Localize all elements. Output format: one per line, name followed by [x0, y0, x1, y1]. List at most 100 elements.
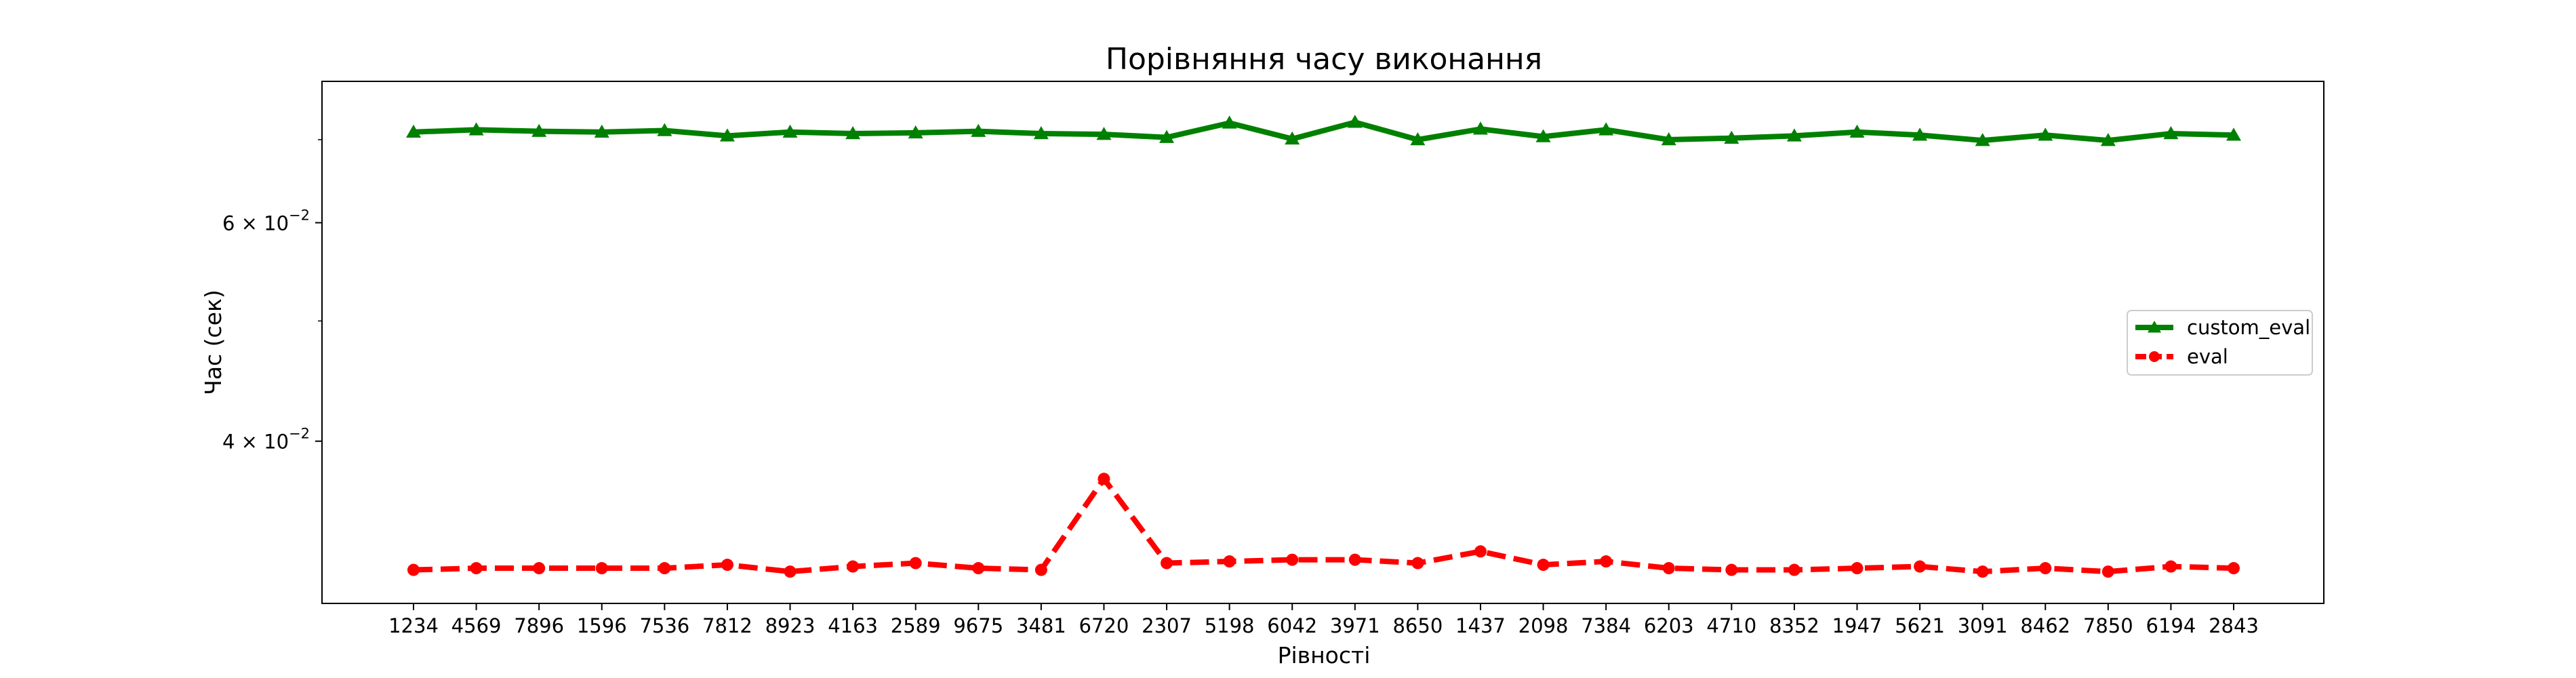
- x-tick-label-28: 6194: [2146, 614, 2196, 637]
- series-line-eval: [413, 476, 2234, 575]
- point-eval-14: [1286, 553, 1299, 566]
- legend-entry-custom_eval: custom_eval: [2135, 316, 2310, 339]
- legend-label-custom_eval: custom_eval: [2187, 316, 2310, 339]
- point-eval-29: [2228, 562, 2240, 575]
- point-custom_eval-25: [1975, 133, 1990, 146]
- x-tick-label-6: 8923: [765, 614, 816, 637]
- point-eval-6: [784, 565, 797, 578]
- legend-label-eval: eval: [2187, 345, 2228, 368]
- legend-marker-custom_eval: [2148, 321, 2161, 333]
- point-custom_eval-28: [2163, 125, 2179, 140]
- x-tick-label-13: 5198: [1205, 614, 1255, 637]
- x-tick-label-15: 3971: [1330, 614, 1380, 637]
- point-custom_eval-9: [971, 123, 986, 137]
- point-eval-1: [470, 562, 483, 575]
- point-custom_eval-26: [2038, 127, 2053, 141]
- point-custom_eval-19: [1598, 122, 1614, 136]
- legend-frame: [2127, 310, 2313, 376]
- legend-marker-eval: [2149, 351, 2160, 362]
- point-eval-7: [847, 560, 860, 573]
- legend-entry-eval: eval: [2135, 345, 2228, 368]
- series-layer: [406, 115, 2241, 578]
- x-tick-label-19: 7384: [1581, 614, 1631, 637]
- x-tick-label-26: 8462: [2020, 614, 2070, 637]
- x-axis-label: Рівності: [1278, 642, 1371, 669]
- point-eval-0: [407, 563, 420, 576]
- point-eval-20: [1662, 562, 1675, 575]
- point-custom_eval-2: [531, 123, 547, 137]
- plot-area: [321, 81, 2325, 604]
- point-eval-19: [1600, 555, 1613, 568]
- point-custom_eval-13: [1222, 115, 1237, 129]
- point-custom_eval-0: [406, 124, 421, 138]
- series-eval: [407, 473, 2240, 578]
- x-tick-label-3: 1596: [577, 614, 627, 637]
- x-tick-label-7: 4163: [828, 614, 878, 637]
- x-tick-label-10: 3481: [1016, 614, 1066, 637]
- point-custom_eval-22: [1786, 128, 1802, 142]
- point-custom_eval-1: [468, 122, 484, 136]
- series-custom_eval: [406, 115, 2241, 146]
- point-custom_eval-17: [1472, 121, 1488, 135]
- point-eval-2: [533, 562, 546, 575]
- x-tick-label-24: 5621: [1895, 614, 1945, 637]
- point-eval-16: [1411, 557, 1424, 570]
- point-custom_eval-24: [1912, 127, 1928, 141]
- x-tick-label-21: 4710: [1706, 614, 1756, 637]
- point-eval-12: [1161, 557, 1173, 570]
- x-tick-label-8: 2589: [891, 614, 941, 637]
- point-eval-25: [1976, 565, 1989, 578]
- x-tick-label-25: 3091: [1958, 614, 2008, 637]
- point-eval-18: [1537, 559, 1550, 572]
- x-tick-label-14: 6042: [1267, 614, 1317, 637]
- point-eval-17: [1474, 545, 1487, 558]
- point-eval-27: [2101, 565, 2114, 578]
- point-custom_eval-20: [1661, 132, 1676, 146]
- x-tick-label-1: 4569: [451, 614, 502, 637]
- y-axis-label: Час (сек): [200, 290, 226, 395]
- x-tick-label-0: 1234: [388, 614, 439, 637]
- point-custom_eval-5: [719, 128, 735, 142]
- x-tick-label-18: 2098: [1518, 614, 1569, 637]
- point-custom_eval-12: [1159, 129, 1175, 143]
- x-tick-label-2: 7896: [514, 614, 564, 637]
- point-custom_eval-3: [594, 124, 609, 138]
- point-custom_eval-10: [1033, 125, 1049, 140]
- chart-title: Порівняння часу виконання: [1106, 42, 1542, 77]
- x-tick-label-9: 9675: [953, 614, 1003, 637]
- point-custom_eval-15: [1347, 115, 1363, 128]
- point-eval-24: [1914, 560, 1927, 573]
- x-tick-label-23: 1947: [1832, 614, 1883, 637]
- point-custom_eval-21: [1724, 130, 1739, 144]
- point-eval-11: [1098, 473, 1110, 485]
- point-custom_eval-8: [908, 125, 923, 139]
- point-eval-10: [1034, 563, 1047, 576]
- x-tick-label-20: 6203: [1644, 614, 1694, 637]
- point-custom_eval-7: [845, 125, 861, 140]
- series-line-custom_eval: [413, 119, 2234, 144]
- x-tick-label-5: 7812: [702, 614, 752, 637]
- point-eval-8: [909, 557, 922, 570]
- point-custom_eval-11: [1096, 127, 1112, 140]
- point-custom_eval-6: [782, 124, 798, 138]
- point-custom_eval-4: [657, 123, 672, 136]
- point-eval-13: [1223, 555, 1236, 568]
- x-tick-label-11: 6720: [1079, 614, 1129, 637]
- point-eval-26: [2039, 562, 2052, 575]
- point-eval-28: [2165, 560, 2177, 573]
- point-custom_eval-29: [2226, 127, 2241, 141]
- point-eval-3: [595, 562, 608, 575]
- x-axis: 1234 4569 7896 1596 7536 7812 8923 4163 2589 9675…: [388, 603, 2259, 637]
- point-eval-5: [721, 559, 733, 572]
- x-tick-label-29: 2843: [2209, 614, 2259, 637]
- point-custom_eval-27: [2100, 133, 2116, 146]
- point-custom_eval-23: [1849, 124, 1865, 138]
- point-eval-4: [658, 562, 671, 575]
- point-eval-22: [1788, 563, 1800, 576]
- x-tick-label-17: 1437: [1455, 614, 1506, 637]
- point-custom_eval-14: [1285, 131, 1300, 145]
- point-custom_eval-16: [1410, 132, 1426, 146]
- point-eval-21: [1725, 563, 1738, 576]
